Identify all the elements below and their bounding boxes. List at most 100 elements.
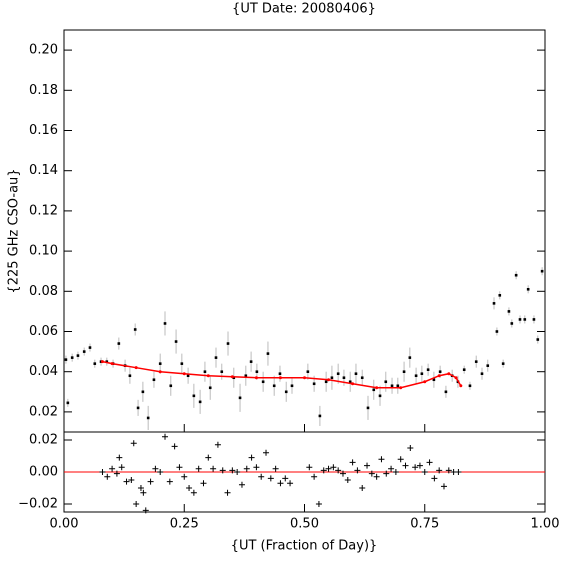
- point: [532, 318, 536, 321]
- point: [169, 384, 173, 388]
- y-tick-label: 0.16: [29, 123, 58, 138]
- point: [272, 384, 276, 388]
- residual-point: [176, 464, 183, 471]
- point: [192, 394, 196, 398]
- point: [312, 382, 316, 386]
- residual-point: [219, 467, 226, 474]
- point: [486, 364, 490, 367]
- point: [492, 302, 496, 305]
- residual-point: [320, 467, 327, 474]
- residual-point: [445, 467, 452, 474]
- fit-point: [230, 375, 234, 379]
- point: [444, 390, 448, 394]
- top-frame: [63, 29, 546, 433]
- point: [158, 362, 162, 365]
- point: [336, 372, 340, 376]
- residual-point: [388, 465, 395, 472]
- residual-point: [402, 462, 409, 469]
- residual-point: [253, 464, 260, 471]
- residual-point: [181, 473, 188, 480]
- point: [82, 350, 86, 353]
- residual-point: [99, 469, 106, 475]
- point: [244, 374, 248, 378]
- residual-point: [229, 467, 236, 474]
- residual-point: [315, 501, 322, 507]
- residual-point: [349, 459, 356, 466]
- residual-point: [210, 465, 217, 472]
- fit-point: [454, 376, 458, 380]
- residual-point: [392, 469, 399, 475]
- x-tick-label: 0.25: [170, 517, 199, 532]
- fit-point: [375, 386, 379, 390]
- point: [384, 380, 388, 384]
- fit-point: [158, 370, 162, 374]
- y-tick-label: 0.02: [29, 404, 58, 419]
- residual-point: [282, 475, 289, 482]
- residual-point: [190, 489, 197, 496]
- residual-point: [109, 465, 116, 472]
- point: [318, 414, 322, 418]
- y-tick-label: 0.20: [29, 43, 58, 58]
- residual-point: [330, 464, 337, 471]
- x-tick-label: 0.50: [290, 517, 319, 532]
- residual-point: [311, 473, 318, 480]
- point: [432, 378, 436, 382]
- point: [249, 360, 253, 363]
- fit-point: [399, 386, 403, 390]
- residual-point: [267, 475, 274, 482]
- residual-point: [186, 485, 193, 491]
- residual-point: [113, 470, 120, 477]
- point: [402, 370, 406, 373]
- point: [232, 376, 236, 380]
- point: [64, 358, 68, 361]
- y-tick-label: 0.04: [29, 364, 58, 379]
- fit-point: [459, 384, 463, 388]
- point: [378, 394, 382, 398]
- residual-point: [373, 473, 380, 480]
- point: [66, 401, 70, 405]
- point: [426, 368, 430, 371]
- residual-point: [325, 465, 332, 472]
- point: [342, 376, 346, 380]
- point: [203, 370, 207, 373]
- residual-point: [166, 478, 173, 485]
- point: [208, 386, 212, 390]
- point: [510, 322, 514, 325]
- residual-point: [421, 469, 428, 475]
- point: [438, 370, 442, 373]
- residual-point: [339, 470, 346, 477]
- residual-point: [133, 501, 140, 507]
- fit-point: [134, 366, 138, 370]
- point: [390, 384, 394, 388]
- point: [93, 362, 97, 365]
- fit-point: [303, 376, 306, 380]
- point: [198, 400, 202, 404]
- point: [360, 376, 364, 380]
- point: [186, 374, 190, 378]
- point: [495, 330, 499, 333]
- point: [468, 384, 472, 388]
- y-tick-label: 0.12: [29, 203, 58, 218]
- fit-point: [437, 374, 441, 378]
- residual-point: [306, 464, 313, 471]
- point: [152, 378, 156, 382]
- residual-point: [137, 485, 144, 491]
- point: [354, 372, 358, 376]
- point: [518, 318, 522, 321]
- residual-point: [195, 465, 202, 472]
- x-tick-label: 0.75: [410, 517, 439, 532]
- residual-point: [224, 489, 231, 496]
- y-tick-label: 0.00: [29, 465, 58, 480]
- residual-point: [157, 469, 164, 475]
- point: [136, 406, 140, 410]
- residual-point: [412, 464, 419, 471]
- residual-point: [364, 462, 371, 469]
- point: [396, 384, 400, 388]
- residual-point: [397, 456, 404, 463]
- point: [507, 310, 511, 313]
- y-tick-label: 0.02: [29, 433, 58, 448]
- point: [408, 356, 412, 359]
- point: [70, 356, 74, 359]
- point: [536, 338, 540, 341]
